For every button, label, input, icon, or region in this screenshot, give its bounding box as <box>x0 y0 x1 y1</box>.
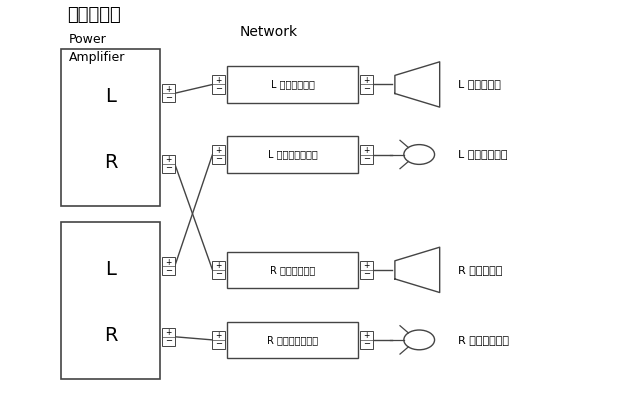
Polygon shape <box>395 62 440 107</box>
Polygon shape <box>395 247 440 293</box>
Text: −: − <box>216 84 222 93</box>
Bar <box>212 261 225 279</box>
Circle shape <box>404 145 435 164</box>
Text: +: + <box>165 328 172 337</box>
Text: +: + <box>364 331 370 340</box>
Text: L ウーファー用: L ウーファー用 <box>271 80 315 89</box>
Text: −: − <box>165 163 172 172</box>
Text: R トゥイーター用: R トゥイーター用 <box>268 335 318 345</box>
Text: −: − <box>364 84 370 93</box>
Text: −: − <box>364 269 370 279</box>
Text: +: + <box>364 261 370 270</box>
Text: +: + <box>165 85 172 94</box>
Text: +: + <box>364 76 370 85</box>
Text: L: L <box>105 87 116 106</box>
Text: +: + <box>216 331 222 340</box>
Text: L トゥイーター用: L トゥイーター用 <box>268 150 317 159</box>
Text: +: + <box>364 146 370 155</box>
Bar <box>212 331 225 349</box>
Text: R: R <box>104 153 117 172</box>
Text: −: − <box>364 339 370 349</box>
Bar <box>212 75 225 94</box>
Text: −: − <box>364 154 370 163</box>
Text: −: − <box>165 266 172 275</box>
Text: L: L <box>105 260 116 279</box>
Bar <box>162 328 175 346</box>
Text: −: − <box>165 93 172 102</box>
Bar <box>227 252 358 288</box>
Text: バイアンプ: バイアンプ <box>67 6 121 24</box>
Bar <box>227 322 358 358</box>
Text: L トゥイーター: L トゥイーター <box>458 150 507 159</box>
Text: +: + <box>165 258 172 267</box>
Text: −: − <box>165 336 172 345</box>
Text: +: + <box>216 146 222 155</box>
Text: R ウーファー: R ウーファー <box>458 265 502 275</box>
Bar <box>162 257 175 275</box>
Text: Amplifier: Amplifier <box>69 51 125 64</box>
Bar <box>61 49 160 206</box>
Bar <box>360 145 373 164</box>
Text: −: − <box>216 269 222 279</box>
Text: Network: Network <box>240 25 298 39</box>
Bar <box>162 154 175 173</box>
Circle shape <box>404 330 435 350</box>
Bar <box>162 84 175 102</box>
Text: +: + <box>216 76 222 85</box>
Bar <box>227 66 358 103</box>
Bar <box>212 145 225 164</box>
Text: R トゥイーター: R トゥイーター <box>458 335 509 345</box>
Text: +: + <box>216 261 222 270</box>
Bar <box>360 331 373 349</box>
Text: −: − <box>216 154 222 163</box>
Bar <box>360 261 373 279</box>
Bar <box>227 136 358 173</box>
Text: R: R <box>104 326 117 345</box>
Bar <box>61 222 160 379</box>
Text: R ウーファー用: R ウーファー用 <box>270 265 316 275</box>
Bar <box>360 75 373 94</box>
Text: −: − <box>216 339 222 349</box>
Text: +: + <box>165 155 172 164</box>
Text: L ウーファー: L ウーファー <box>458 80 500 89</box>
Text: Power: Power <box>69 33 107 46</box>
